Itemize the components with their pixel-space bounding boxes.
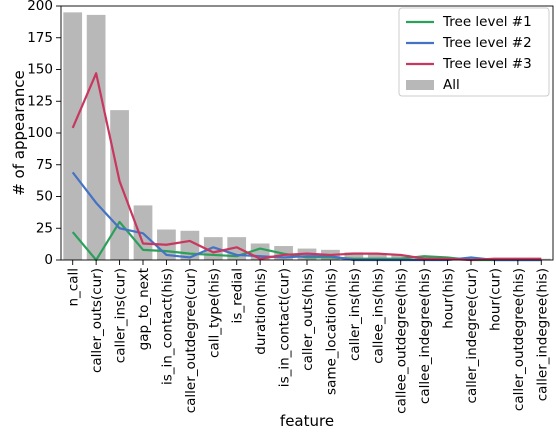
x-tick-label-hour(his): hour(his)	[441, 268, 457, 329]
x-tick-label-callee_outdegree(his): callee_outdegree(his)	[394, 268, 410, 414]
y-tick-label: 75	[36, 157, 53, 173]
y-tick-label: 100	[27, 125, 53, 141]
y-tick-label: 50	[36, 189, 53, 205]
y-axis-label: # of appearance	[10, 70, 28, 196]
bar-caller_ins(cur)	[110, 110, 129, 260]
y-tick-label: 150	[27, 62, 53, 78]
x-tick-label-call_type(his): call_type(his)	[206, 268, 222, 358]
y-tick-label: 200	[27, 0, 53, 14]
legend-swatch-bar	[406, 80, 434, 90]
x-tick-label-caller_outs(his): caller_outs(his)	[300, 268, 316, 371]
x-tick-label-caller_indegree(his): caller_indegree(his)	[534, 268, 550, 401]
legend: Tree level #1 Tree level #2 Tree level #3 A…	[398, 7, 550, 97]
axes-layer: 0 25 50 75 100 125 150 175 200 n_call caller_outs(…	[10, 0, 554, 430]
x-tick-label-caller_outdegree(cur): caller_outdegree(cur)	[183, 268, 199, 413]
x-tick-label-same_location(his): same_location(his)	[323, 268, 339, 395]
x-tick-label-is_in_contact(cur): is_in_contact(cur)	[277, 268, 293, 387]
y-tick-label: 125	[27, 93, 53, 109]
bar-n_call	[63, 12, 83, 260]
y-tick-label: 0	[44, 252, 53, 268]
y-tick-label: 175	[27, 30, 53, 46]
x-tick-label-is_redial: is_redial	[230, 268, 246, 323]
bar-caller_ins(his)	[344, 252, 364, 260]
series-line-2	[71, 171, 542, 262]
legend-label: All	[443, 77, 460, 93]
legend-label: Tree level #1	[442, 14, 532, 30]
bar-callee_ins(his)	[367, 253, 387, 260]
x-tick-label-n_call: n_call	[66, 268, 82, 307]
legend-label: Tree level #3	[442, 56, 532, 72]
x-axis-label: feature	[280, 412, 334, 430]
x-tick-label-gap_to_next: gap_to_next	[136, 268, 152, 350]
bar-caller_indegree(cur)	[461, 257, 481, 260]
x-tick-label-is_in_contact(his): is_in_contact(his)	[159, 268, 175, 385]
x-tick-label-caller_indegree(cur): caller_indegree(cur)	[464, 268, 480, 403]
x-tick-label-caller_ins(cur): caller_ins(cur)	[113, 268, 129, 363]
bar-caller_outs(cur)	[86, 14, 106, 261]
x-tick-label-caller_ins(his): caller_ins(his)	[347, 268, 363, 361]
x-tick-label-callee_indegree(his): callee_indegree(his)	[417, 268, 433, 404]
x-tick-label-hour(cur): hour(cur)	[487, 268, 503, 331]
y-tick-label: 25	[36, 220, 53, 236]
x-tick-label-duration(his): duration(his)	[253, 268, 269, 355]
x-tick-label-callee_ins(his): callee_ins(his)	[370, 268, 386, 364]
x-tick-label-caller_outs(cur): caller_outs(cur)	[89, 268, 105, 373]
x-tick-label-caller_outdegree(his): caller_outdegree(his)	[511, 268, 527, 411]
bar-callee_outdegree(his)	[391, 254, 411, 260]
legend-box	[398, 7, 550, 97]
legend-label: Tree level #2	[442, 35, 532, 51]
